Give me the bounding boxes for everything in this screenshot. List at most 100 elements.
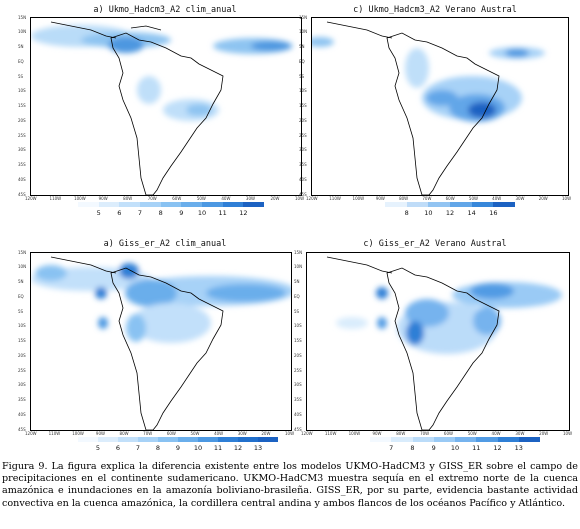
- longitude-tick-label: 80W: [399, 196, 409, 201]
- latitude-tick-label: 15N: [18, 249, 27, 255]
- latitude-tick-label: 10N: [294, 264, 303, 270]
- colorbar-label: 14: [467, 209, 476, 217]
- longitude-tick-label: 90W: [95, 431, 105, 436]
- longitude-tick-label: 110W: [49, 196, 62, 201]
- colorbar: [78, 202, 265, 207]
- longitude-tick-label: 20W: [270, 196, 280, 201]
- longitude-tick-label: 70W: [422, 196, 432, 201]
- latitude-tick-label: 25S: [18, 367, 26, 373]
- latitude-tick-label: 25S: [18, 132, 26, 138]
- colorbar: [78, 437, 278, 442]
- longitude-tick-label: 20W: [538, 196, 548, 201]
- latitude-tick-label: 5N: [299, 44, 305, 49]
- latitude-tick-label: 15N: [294, 249, 303, 255]
- colorbar-segment: [476, 437, 498, 442]
- colorbar-label: 10: [197, 209, 207, 217]
- latitude-tick-label: 25S: [294, 367, 302, 373]
- latitude-tick-label: 10N: [18, 264, 27, 270]
- colorbar-segment: [222, 202, 244, 207]
- colorbar-segment: [238, 437, 258, 442]
- colorbar-label: 13: [253, 444, 263, 452]
- latitude-tick-label: 15S: [18, 338, 26, 343]
- colorbar-segment: [493, 202, 516, 207]
- latitude-tick-label: 20S: [299, 117, 307, 123]
- latitude-tick-label: 20S: [294, 352, 302, 358]
- colorbar-segment: [218, 437, 238, 442]
- latitude-tick-label: 35S: [18, 162, 26, 167]
- colorbar-label: 8: [410, 444, 415, 452]
- longitude-tick-label: 110W: [324, 431, 337, 436]
- colorbar-label: 13: [514, 444, 523, 452]
- longitude-tick-label: 30W: [515, 196, 525, 201]
- latitude-tick-label: 30S: [18, 382, 26, 388]
- colorbar-segment: [412, 437, 434, 442]
- longitude-tick-label: 70W: [143, 431, 153, 436]
- colorbar-label: 9: [179, 209, 184, 217]
- longitude-tick-label: 60W: [443, 431, 453, 436]
- colorbar-segment: [158, 437, 178, 442]
- precipitation-map: [31, 21, 293, 195]
- colorbar-segment: [497, 437, 519, 442]
- panel-title: c) Ukmo_Hadcm3_A2 Verano Austral: [353, 5, 517, 15]
- colorbar-segment: [428, 202, 451, 207]
- latitude-tick-label: 45S: [18, 191, 26, 197]
- longitude-tick-label: 40W: [221, 196, 231, 201]
- colorbar-label: 8: [158, 209, 163, 217]
- colorbar-segment: [370, 437, 392, 442]
- latitude-tick-label: 40S: [294, 411, 302, 417]
- colorbar-label: 7: [135, 444, 141, 452]
- longitude-tick-label: 30W: [245, 196, 255, 201]
- colorbar-segment: [118, 437, 138, 442]
- panel-title: a) Giss_er_A2 clim_anual: [103, 239, 227, 249]
- colorbar-segment: [138, 437, 158, 442]
- longitude-tick-label: 40W: [214, 431, 224, 436]
- colorbar-segment: [455, 437, 477, 442]
- longitude-tick-label: 100W: [352, 196, 365, 201]
- longitude-tick-label: 100W: [74, 196, 86, 201]
- latitude-tick-label: 40S: [18, 176, 26, 182]
- latitude-tick-label: 15N: [18, 14, 27, 20]
- latitude-tick-label: 5S: [18, 73, 24, 79]
- latitude-tick-label: 35S: [294, 397, 302, 402]
- colorbar-label: 7: [389, 444, 394, 452]
- colorbar-segment: [406, 202, 429, 207]
- longitude-tick-label: 60W: [172, 196, 182, 201]
- longitude-tick-label: 30W: [515, 431, 525, 436]
- latitude-tick-label: 40S: [299, 176, 307, 182]
- panel-title: c) Giss_er_A2 Verano Austral: [363, 239, 507, 249]
- latitude-tick-label: 10S: [18, 323, 26, 329]
- longitude-tick-label: 90W: [98, 196, 108, 201]
- latitude-tick-label: 30S: [299, 147, 307, 153]
- map-area: [30, 17, 302, 196]
- longitude-tick-label: 10W: [285, 431, 295, 436]
- latitude-tick-label: EQ: [18, 293, 24, 299]
- colorbar-segment: [450, 202, 472, 207]
- colorbar-segment: [198, 437, 218, 442]
- latitude-tick-label: 45S: [294, 426, 302, 432]
- latitude-tick-label: 10S: [294, 323, 302, 329]
- colorbar: [370, 437, 540, 442]
- latitude-tick-label: 45S: [18, 426, 26, 432]
- longitude-tick-label: 30W: [237, 431, 247, 436]
- latitude-tick-label: 15S: [294, 338, 302, 343]
- longitude-tick-label: 20W: [539, 431, 549, 436]
- longitude-tick-label: 120W: [25, 196, 37, 201]
- longitude-tick-label: 120W: [25, 431, 37, 436]
- precipitation-map: [326, 256, 562, 430]
- latitude-tick-label: 25S: [299, 132, 307, 138]
- colorbar-segment: [385, 202, 407, 207]
- longitude-tick-label: 60W: [166, 431, 176, 436]
- longitude-tick-label: 20W: [261, 431, 271, 436]
- colorbar-label: 11: [472, 444, 481, 452]
- colorbar-label: 8: [155, 444, 161, 452]
- longitude-tick-label: 60W: [445, 196, 455, 201]
- colorbar-label: 6: [117, 209, 122, 217]
- latitude-tick-label: 35S: [18, 397, 26, 402]
- latitude-tick-label: 15S: [299, 103, 307, 108]
- colorbar-segment: [98, 202, 120, 207]
- map-area: [311, 17, 569, 196]
- longitude-tick-label: 10W: [295, 196, 305, 201]
- latitude-tick-label: 30S: [294, 382, 302, 388]
- longitude-tick-label: 90W: [372, 431, 382, 436]
- latitude-tick-label: 45S: [299, 191, 307, 197]
